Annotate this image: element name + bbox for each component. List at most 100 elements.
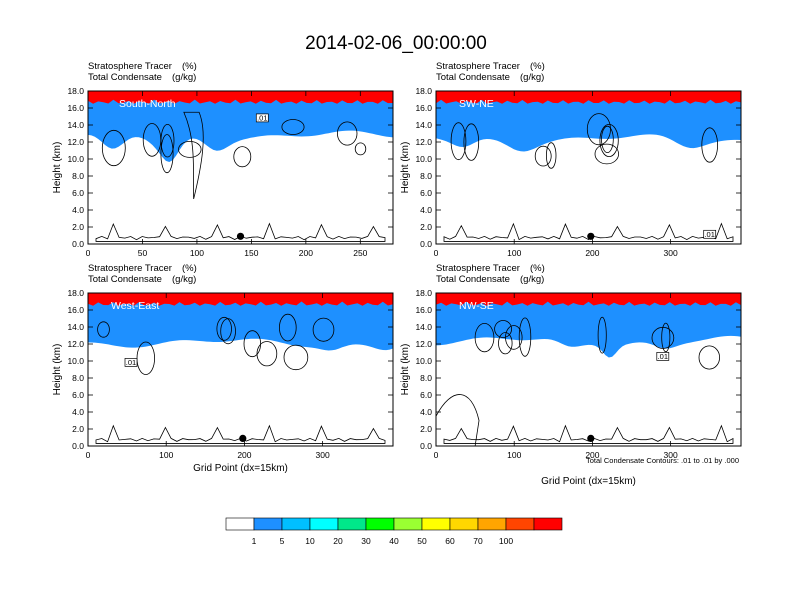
colorbar-swatch bbox=[337, 517, 367, 531]
y-tick-label: 14.0 bbox=[67, 120, 84, 130]
contour-label: .01 bbox=[126, 358, 136, 367]
header-condensate-label: Total Condensate bbox=[88, 274, 162, 285]
header-tracer-unit: (%) bbox=[182, 61, 197, 72]
tracer-field bbox=[88, 91, 393, 244]
header-condensate-unit: (g/kg) bbox=[520, 274, 544, 285]
y-tick-label: 18.0 bbox=[415, 288, 432, 298]
header-tracer-label: Stratosphere Tracer bbox=[88, 61, 172, 72]
y-tick-label: 8.0 bbox=[420, 373, 432, 383]
header-tracer-unit: (%) bbox=[182, 263, 197, 274]
y-tick-label: 2.0 bbox=[420, 222, 432, 232]
contour-cell bbox=[661, 322, 671, 353]
contour-cell bbox=[281, 119, 305, 135]
contour-cell bbox=[599, 124, 619, 158]
location-marker bbox=[239, 434, 247, 442]
tracer-band-top bbox=[88, 293, 393, 306]
contour-cell bbox=[518, 317, 532, 357]
header-condensate-label: Total Condensate bbox=[88, 72, 162, 83]
colorbar-level-label: 1 bbox=[252, 536, 257, 546]
colorbar-swatch bbox=[533, 517, 563, 531]
contour-cell bbox=[354, 142, 367, 156]
colorbar-level-label: 5 bbox=[280, 536, 285, 546]
tracer-field bbox=[436, 293, 741, 446]
x-tick-label: 50 bbox=[138, 248, 148, 258]
y-tick-label: 10.0 bbox=[415, 356, 432, 366]
y-tick-label: 2.0 bbox=[72, 424, 84, 434]
colorbar-swatch bbox=[281, 517, 311, 531]
contour-deep-cloud bbox=[436, 394, 480, 446]
header-condensate-label: Total Condensate bbox=[436, 274, 510, 285]
colorbar-swatch bbox=[421, 517, 451, 531]
contour-cell bbox=[474, 322, 495, 353]
contour-note: Total Condensate Contours: .01 to .01 by… bbox=[586, 456, 739, 465]
y-tick-label: 2.0 bbox=[420, 424, 432, 434]
x-tick-label: 200 bbox=[237, 450, 251, 460]
contour-cell bbox=[278, 313, 297, 342]
x-tick-label: 100 bbox=[159, 450, 173, 460]
y-tick-label: 18.0 bbox=[67, 86, 84, 96]
colorbar-swatch bbox=[365, 517, 395, 531]
contour-cell bbox=[698, 345, 721, 370]
contour-cell bbox=[534, 145, 552, 167]
colorbar-level-label: 10 bbox=[305, 536, 315, 546]
contour-cell bbox=[101, 129, 126, 167]
y-tick-label: 4.0 bbox=[420, 205, 432, 215]
y-tick-label: 6.0 bbox=[420, 390, 432, 400]
colorbar-swatch bbox=[505, 517, 535, 531]
x-tick-label: 300 bbox=[664, 450, 678, 460]
contour-label-box bbox=[124, 358, 138, 367]
y-tick-label: 16.0 bbox=[415, 305, 432, 315]
contour-cell bbox=[586, 113, 611, 146]
y-tick-label: 4.0 bbox=[420, 407, 432, 417]
x-tick-label: 200 bbox=[585, 450, 599, 460]
panel-west-east: Stratosphere Tracer (%) Total Condensate (g… bbox=[52, 263, 394, 474]
contour-cell bbox=[283, 344, 309, 371]
plot-frame bbox=[87, 292, 394, 447]
y-tick-label: 18.0 bbox=[415, 86, 432, 96]
contour-label: .01 bbox=[704, 230, 714, 239]
condensate-contours bbox=[436, 316, 734, 446]
colorbar-swatch bbox=[449, 517, 479, 531]
tracer-field bbox=[436, 91, 741, 244]
x-tick-label: 100 bbox=[507, 450, 521, 460]
y-tick-label: 12.0 bbox=[415, 339, 432, 349]
header-tracer-unit: (%) bbox=[530, 263, 545, 274]
colorbar-swatch bbox=[225, 517, 255, 531]
location-marker bbox=[587, 434, 595, 442]
y-tick-label: 0.0 bbox=[420, 239, 432, 249]
y-tick-label: 16.0 bbox=[415, 103, 432, 113]
contour-cell bbox=[312, 317, 335, 342]
y-tick-label: 10.0 bbox=[67, 154, 84, 164]
contour-cell bbox=[463, 123, 480, 161]
contour-label-box bbox=[656, 352, 670, 361]
header-tracer-label: Stratosphere Tracer bbox=[436, 61, 520, 72]
location-marker bbox=[587, 232, 595, 240]
contour-cell bbox=[597, 316, 607, 354]
x-axis-label: Grid Point (dx=15km) bbox=[541, 476, 636, 487]
contour-label: .01 bbox=[257, 113, 267, 122]
y-tick-label: 4.0 bbox=[72, 205, 84, 215]
y-axis-label: Height (km) bbox=[400, 142, 411, 194]
y-tick-label: 12.0 bbox=[67, 137, 84, 147]
contour-cell bbox=[216, 316, 232, 341]
contour-cell bbox=[601, 125, 614, 153]
tracer-band bbox=[436, 293, 741, 358]
y-tick-label: 0.0 bbox=[72, 239, 84, 249]
y-tick-label: 16.0 bbox=[67, 305, 84, 315]
tracer-band-top bbox=[88, 91, 393, 104]
y-tick-label: 0.0 bbox=[420, 441, 432, 451]
contour-label-box bbox=[255, 113, 269, 123]
y-tick-label: 6.0 bbox=[420, 188, 432, 198]
panel-label: NW-SE bbox=[459, 300, 494, 312]
tracer-band bbox=[88, 91, 393, 162]
tracer-band-top bbox=[436, 91, 741, 104]
panel-label: South-North bbox=[119, 98, 176, 110]
contour-deep-cloud bbox=[183, 111, 204, 200]
header-condensate-unit: (g/kg) bbox=[520, 72, 544, 83]
colorbar-level-label: 20 bbox=[333, 536, 343, 546]
contour-cell bbox=[160, 134, 174, 174]
contour-cell bbox=[178, 140, 202, 158]
contour-cell bbox=[220, 318, 236, 345]
contour-cell bbox=[546, 142, 557, 169]
